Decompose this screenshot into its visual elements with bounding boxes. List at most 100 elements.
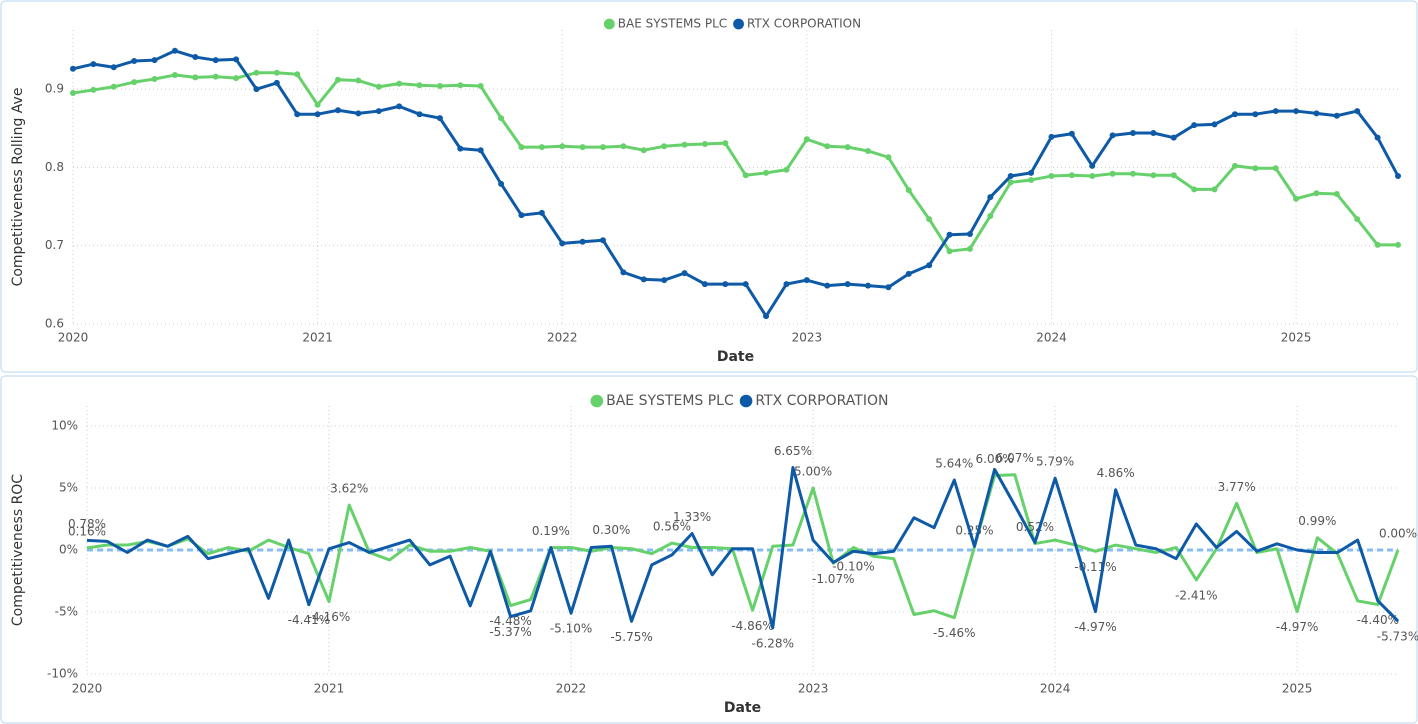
y-axis-title: Competitiveness ROC (10, 474, 26, 626)
data-label: 3.62% (330, 482, 368, 496)
data-point (1313, 110, 1320, 117)
data-point (457, 82, 464, 89)
data-label: -5.46% (933, 626, 975, 640)
data-point (1109, 170, 1116, 177)
data-point (314, 101, 321, 108)
data-label: 0.56% (653, 520, 691, 534)
y-tick-label: 0.7 (45, 238, 64, 252)
x-tick-label: 2022 (556, 682, 587, 696)
data-point (966, 245, 973, 252)
data-point (946, 248, 953, 255)
data-point (559, 240, 566, 247)
legend-label[interactable]: RTX CORPORATION (747, 17, 861, 31)
legend: BAE SYSTEMS PLC RTX CORPORATION (590, 393, 888, 409)
data-label: 5.79% (1036, 455, 1074, 469)
data-label: 5.64% (935, 457, 973, 471)
data-point (1068, 130, 1075, 137)
y-tick-label: 0.8 (45, 160, 64, 174)
legend-marker (603, 18, 615, 30)
data-point (763, 313, 770, 320)
data-point (1028, 169, 1035, 176)
data-point (1333, 191, 1340, 198)
legend-marker (739, 394, 753, 408)
data-point (1354, 216, 1361, 223)
data-point (681, 141, 688, 148)
legend-marker (590, 394, 604, 408)
data-point (1211, 121, 1218, 128)
data-point (335, 76, 341, 83)
x-tick-label: 2024 (1036, 331, 1067, 345)
data-point (763, 169, 770, 176)
data-point (1313, 190, 1320, 197)
data-point (640, 147, 647, 154)
data-point (171, 47, 178, 54)
data-point (600, 144, 606, 151)
data-point (416, 82, 423, 89)
data-point (701, 281, 708, 288)
data-point (233, 56, 240, 63)
data-label: -4.97% (1276, 620, 1318, 634)
data-label: 0.19% (532, 524, 570, 538)
data-label: -0.10% (832, 560, 874, 574)
data-point (865, 282, 871, 289)
x-tick-label: 2021 (302, 331, 333, 345)
data-label: -5.75% (610, 630, 652, 644)
data-point (110, 83, 117, 90)
data-label: -5.73% (1377, 630, 1418, 644)
data-label: -5.10% (550, 622, 592, 636)
data-label: -1.07% (812, 572, 854, 586)
data-point (824, 143, 831, 150)
legend-label[interactable]: RTX CORPORATION (755, 393, 888, 409)
legend-label[interactable]: BAE SYSTEMS PLC (606, 393, 734, 409)
data-point (1130, 129, 1136, 136)
data-label: 0.16% (68, 525, 106, 539)
data-point (1048, 173, 1055, 180)
data-point (885, 284, 892, 291)
x-tick-label: 2020 (72, 682, 103, 696)
data-point (1191, 186, 1198, 193)
data-label: 4.86% (1097, 466, 1135, 480)
data-point (498, 180, 505, 187)
data-point (926, 216, 933, 223)
data-label: -4.86% (731, 619, 773, 633)
x-tick-label: 2024 (1040, 682, 1071, 696)
data-point (1089, 162, 1096, 169)
data-point (538, 209, 545, 216)
data-point (294, 111, 301, 118)
data-point (416, 111, 423, 118)
data-point (1231, 162, 1238, 169)
data-point (171, 72, 178, 79)
x-axis-title: Date (717, 349, 754, 365)
data-point (110, 64, 117, 71)
data-point (151, 57, 158, 64)
series-line (72, 71, 1398, 253)
data-point (1007, 173, 1014, 180)
series-line (72, 49, 1400, 318)
data-point (90, 61, 97, 68)
data-point (90, 86, 97, 93)
data-point (701, 140, 708, 147)
data-point (518, 212, 525, 219)
data-point (375, 108, 382, 115)
data-point (396, 103, 403, 110)
data-point (1048, 133, 1055, 140)
series-line (86, 466, 1400, 630)
data-point (212, 57, 219, 64)
data-label: -4.48% (489, 614, 531, 628)
data-point (926, 262, 933, 269)
data-label: -4.16% (308, 610, 350, 624)
data-label: 0.00% (1379, 527, 1417, 541)
data-point (803, 277, 810, 284)
data-point (722, 140, 729, 147)
legend-label[interactable]: BAE SYSTEMS PLC (618, 17, 727, 31)
data-point (905, 187, 912, 194)
y-tick-label: 5% (59, 481, 78, 495)
data-point (1109, 132, 1116, 139)
data-label: -2.41% (1175, 588, 1217, 602)
data-label: 0.30% (592, 523, 630, 537)
data-point (742, 281, 749, 288)
data-point (987, 194, 994, 201)
data-label: 0.99% (1298, 514, 1336, 528)
data-point (538, 144, 545, 151)
data-point (192, 54, 199, 61)
